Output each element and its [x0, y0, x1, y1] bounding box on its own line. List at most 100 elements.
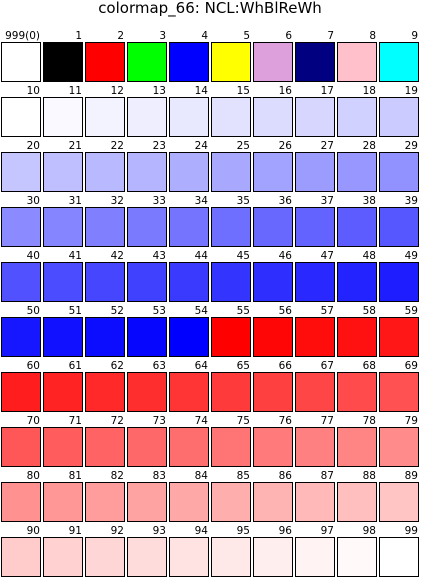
swatch — [211, 482, 251, 522]
cell-label: 81 — [69, 470, 82, 482]
swatch — [85, 152, 125, 192]
swatch — [43, 97, 83, 137]
cell-label: 75 — [237, 415, 250, 427]
swatch — [337, 262, 377, 302]
cell-label: 78 — [363, 415, 376, 427]
cell-label: 12 — [111, 85, 124, 97]
swatch — [1, 537, 41, 577]
swatch — [43, 372, 83, 412]
swatch — [337, 152, 377, 192]
cell-label: 28 — [363, 140, 376, 152]
swatch — [43, 482, 83, 522]
cell-label: 60 — [27, 360, 40, 372]
swatch — [253, 537, 293, 577]
swatch — [85, 482, 125, 522]
swatch — [295, 537, 335, 577]
cell-label: 17 — [321, 85, 334, 97]
swatch — [1, 372, 41, 412]
cell-label: 42 — [111, 250, 124, 262]
cell-label: 10 — [27, 85, 40, 97]
cell-label: 90 — [27, 525, 40, 537]
cell-label: 43 — [153, 250, 166, 262]
swatch — [85, 262, 125, 302]
swatch — [127, 482, 167, 522]
cell-label: 35 — [237, 195, 250, 207]
cell-label: 56 — [279, 305, 293, 317]
swatch — [169, 482, 209, 522]
swatch — [337, 372, 377, 412]
cell-label: 32 — [111, 195, 124, 207]
swatch — [295, 427, 335, 467]
cell-label: 15 — [237, 85, 250, 97]
cell-label: 95 — [237, 525, 250, 537]
swatch — [127, 152, 167, 192]
swatch — [295, 97, 335, 137]
swatch — [337, 207, 377, 247]
swatch — [127, 262, 167, 302]
cell-label: 55 — [237, 305, 250, 317]
cell-label: 96 — [279, 525, 293, 537]
cell-label: 51 — [69, 305, 82, 317]
swatch — [253, 482, 293, 522]
cell-label: 93 — [153, 525, 166, 537]
cell-label: 40 — [27, 250, 40, 262]
cell-label: 13 — [153, 85, 166, 97]
swatch — [1, 152, 41, 192]
cell-label: 79 — [405, 415, 418, 427]
swatch — [379, 317, 419, 357]
cell-label: 11 — [69, 85, 82, 97]
cell-label: 89 — [405, 470, 418, 482]
cell-label: 68 — [363, 360, 376, 372]
swatch — [211, 262, 251, 302]
swatch — [43, 207, 83, 247]
swatch — [211, 97, 251, 137]
cell-label: 48 — [363, 250, 376, 262]
cell-label: 1 — [75, 30, 82, 42]
cell-label: 16 — [279, 85, 293, 97]
cell-label: 59 — [405, 305, 418, 317]
cell-label: 47 — [321, 250, 334, 262]
swatch — [211, 427, 251, 467]
swatch — [295, 262, 335, 302]
cell-label: 29 — [405, 140, 418, 152]
swatch — [1, 207, 41, 247]
cell-label: 999(0) — [5, 30, 40, 42]
swatch — [379, 262, 419, 302]
title: colormap_66: NCL:WhBlReWh — [98, 0, 322, 18]
cell-label: 6 — [285, 30, 292, 42]
swatch — [43, 42, 83, 82]
cell-label: 77 — [321, 415, 334, 427]
swatch — [211, 537, 251, 577]
swatch — [253, 42, 293, 82]
cell-label: 46 — [279, 250, 293, 262]
swatch — [379, 207, 419, 247]
swatch — [253, 427, 293, 467]
cell-label: 2 — [117, 30, 124, 42]
swatch — [1, 317, 41, 357]
cell-label: 50 — [27, 305, 40, 317]
swatch — [169, 152, 209, 192]
swatch — [127, 372, 167, 412]
cell-label: 62 — [111, 360, 124, 372]
swatch — [295, 482, 335, 522]
cell-label: 69 — [405, 360, 418, 372]
cell-label: 20 — [27, 140, 40, 152]
swatch — [85, 207, 125, 247]
cell-label: 34 — [195, 195, 209, 207]
cell-label: 30 — [27, 195, 40, 207]
cell-label: 76 — [279, 415, 293, 427]
swatch — [85, 42, 125, 82]
swatch — [85, 537, 125, 577]
cell-label: 44 — [195, 250, 209, 262]
swatch — [211, 42, 251, 82]
cell-label: 66 — [279, 360, 293, 372]
cell-label: 91 — [69, 525, 82, 537]
swatch — [85, 97, 125, 137]
cell-label: 86 — [279, 470, 293, 482]
cell-label: 3 — [159, 30, 166, 42]
cell-label: 31 — [69, 195, 82, 207]
swatch — [127, 42, 167, 82]
cell-label: 23 — [153, 140, 166, 152]
cell-label: 25 — [237, 140, 250, 152]
swatch — [169, 372, 209, 412]
